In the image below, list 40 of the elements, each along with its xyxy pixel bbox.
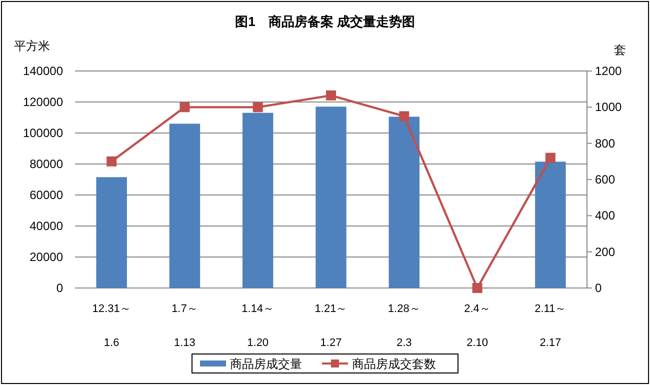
point [399,111,410,122]
point [106,156,117,166]
y2-tick-label: 1000 [595,100,622,114]
point [252,102,263,112]
y-tick-label: 20000 [30,250,64,264]
category-label: 1.7～ 1.13 [172,303,198,349]
y2-tick-label: 0 [595,281,602,295]
category-label: 1.28～ 2.3 [388,303,420,349]
legend-label: 商品房成交套数 [352,357,436,371]
category-label: 2.4～ 2.10 [464,303,490,349]
point [545,152,556,163]
y2-tick-label: 200 [595,244,616,259]
point [180,102,190,112]
bar [242,112,274,288]
y-tick-label: 60000 [30,188,64,202]
y2-tick-label: 600 [595,172,616,186]
category-label: 1.14～ 1.20 [242,303,274,349]
legend-label: 商品房成交量 [230,357,302,371]
point [326,90,336,100]
category-label: 1.21～ 1.27 [314,303,348,349]
y2-tick-label: 400 [595,208,616,223]
chart-title: 图1 商品房备案 成交量走势图 [235,14,415,29]
point [472,283,482,293]
y2-axis-title: 套 [614,43,626,57]
bar [316,106,346,288]
y-tick-label: 140000 [22,64,64,78]
bar [96,177,127,288]
category-label: 2.11～ 2.17 [534,303,566,349]
bar [535,162,566,288]
y-tick-label: 0 [56,281,64,295]
y2-tick-label: 1200 [595,64,622,78]
y2-tick-label: 800 [595,136,616,150]
bar [169,124,200,288]
y-axis-title: 平方米 [14,39,50,53]
y-tick-label: 100000 [22,126,64,140]
y-tick-label: 80000 [30,157,64,171]
category-label: 12.31～ 1.6 [92,303,131,349]
y-tick-label: 40000 [30,219,64,233]
y-tick-label: 120000 [22,95,64,109]
bar [388,116,420,288]
